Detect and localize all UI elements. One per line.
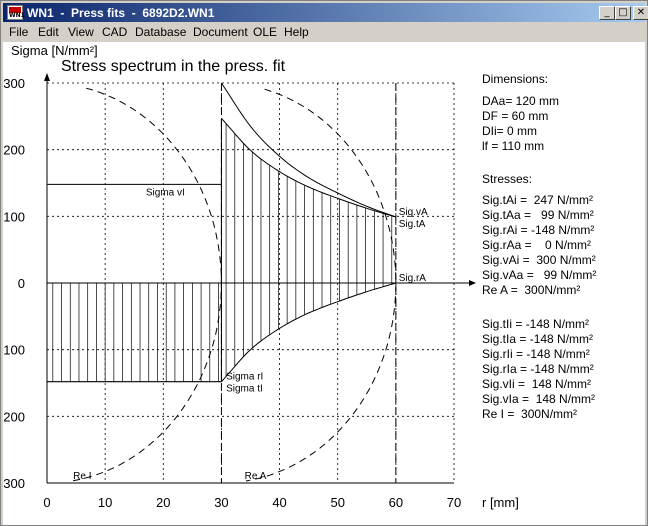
app-logo-text: WN1 (9, 12, 25, 19)
stress-value: Sig.tAa = 99 N/mm² (482, 208, 594, 222)
stress-value: Sig.tIa = -148 N/mm² (482, 332, 594, 346)
minimize-button[interactable]: _ (599, 6, 615, 20)
series-sigma-va (220, 82, 397, 218)
x-axis-label: r [mm] (482, 495, 519, 510)
x-tick-label: 0 (43, 495, 50, 510)
yield-curve-outer (245, 88, 397, 482)
series-sigma-ra (221, 282, 397, 383)
x-tick-label: 30 (214, 495, 228, 510)
y-tick-label: 100 (3, 209, 25, 224)
series-sigma-ta (221, 117, 397, 218)
app-logo-icon[interactable]: WN1 (7, 5, 25, 20)
y-tick-label: -100 (3, 343, 25, 358)
y-tick-label: -300 (3, 476, 25, 491)
dimension-value: DIi= 0 mm (482, 124, 538, 138)
maximize-button[interactable]: □ (615, 6, 631, 20)
stress-value: Sig.vIi = 148 N/mm² (482, 377, 592, 391)
menu-bar: File Edit View CAD Database Document OLE… (3, 23, 645, 41)
menu-edit[interactable]: Edit (38, 25, 59, 39)
dimension-value: lf = 110 mm (482, 139, 545, 153)
yield-strength-inner: Re I = 300N/mm² (482, 407, 578, 421)
dimensions-heading: Dimensions: (482, 72, 549, 86)
x-tick-label: 50 (330, 495, 344, 510)
chart-canvas: 300 200 100 0 -100 -200 -300 0 10 20 30 40 50 60 70 Sig… (3, 42, 645, 525)
x-tick-label: 60 (389, 495, 403, 510)
menu-document[interactable]: Document (193, 25, 248, 39)
annotation-sig-va: Sig.vA (399, 207, 428, 218)
menu-ole[interactable]: OLE (253, 25, 278, 39)
y-axis-label: Sigma [N/mm²] (11, 43, 98, 58)
menu-help[interactable]: Help (284, 25, 309, 39)
annotation-re-a: Re A (245, 471, 267, 482)
x-tick-label: 40 (272, 495, 286, 510)
annotation-sigma-ti: Sigma tI (226, 384, 263, 395)
annotation-sigma-ri: Sigma rI (226, 372, 263, 383)
window-title: WN1 - Press fits - 6892D2.WN1 (27, 6, 215, 20)
menu-file[interactable]: File (9, 25, 29, 39)
title-bar[interactable]: WN1 WN1 - Press fits - 6892D2.WN1 _ □ ✕ (3, 3, 648, 22)
y-axis-arrow (44, 73, 50, 81)
x-tick-label: 20 (156, 495, 170, 510)
x-axis-arrow (469, 280, 476, 286)
annotation-sigma-vi: Sigma vI (146, 187, 185, 198)
annotation-sig-ta: Sig.tA (399, 219, 426, 230)
close-button[interactable]: ✕ (633, 6, 648, 20)
x-tick-label: 70 (447, 495, 461, 510)
x-tick-label: 10 (98, 495, 112, 510)
dimension-value: DF = 60 mm (482, 109, 549, 123)
stress-value: Sig.vIa = 148 N/mm² (482, 392, 596, 406)
chart-title: Stress spectrum in the press. fit (61, 58, 286, 75)
menu-database[interactable]: Database (135, 25, 187, 39)
stress-value: Sig.tIi = -148 N/mm² (482, 317, 590, 331)
y-tick-label: 200 (3, 143, 25, 158)
stress-chart: 300 200 100 0 -100 -200 -300 0 10 20 30 40 50 60 70 Sig… (3, 43, 519, 510)
yield-strength-outer: Re A = 300N/mm² (482, 283, 581, 297)
stress-value: Sig.vAa = 99 N/mm² (482, 268, 597, 282)
stress-value: Sig.rIa = -148 N/mm² (482, 362, 594, 376)
stress-value: Sig.rAa = 0 N/mm² (482, 238, 592, 252)
stress-value: Sig.vAi = 300 N/mm² (482, 253, 596, 267)
dimension-value: DAa= 120 mm (482, 94, 560, 108)
y-tick-label: 0 (18, 276, 25, 291)
stress-value: Sig.tAi = 247 N/mm² (482, 193, 594, 207)
stress-value: Sig.rAi = -148 N/mm² (482, 223, 595, 237)
y-tick-label: -200 (3, 409, 25, 424)
menu-cad[interactable]: CAD (102, 25, 128, 39)
y-tick-label: 300 (3, 76, 25, 91)
yield-curve-inner (73, 87, 222, 482)
stresses-heading: Stresses: (482, 172, 533, 186)
annotation-sig-ra: Sig.rA (399, 273, 427, 284)
menu-view[interactable]: View (68, 25, 94, 39)
annotation-re-i: Re I (73, 471, 91, 482)
stress-value: Sig.rIi = -148 N/mm² (482, 347, 590, 361)
